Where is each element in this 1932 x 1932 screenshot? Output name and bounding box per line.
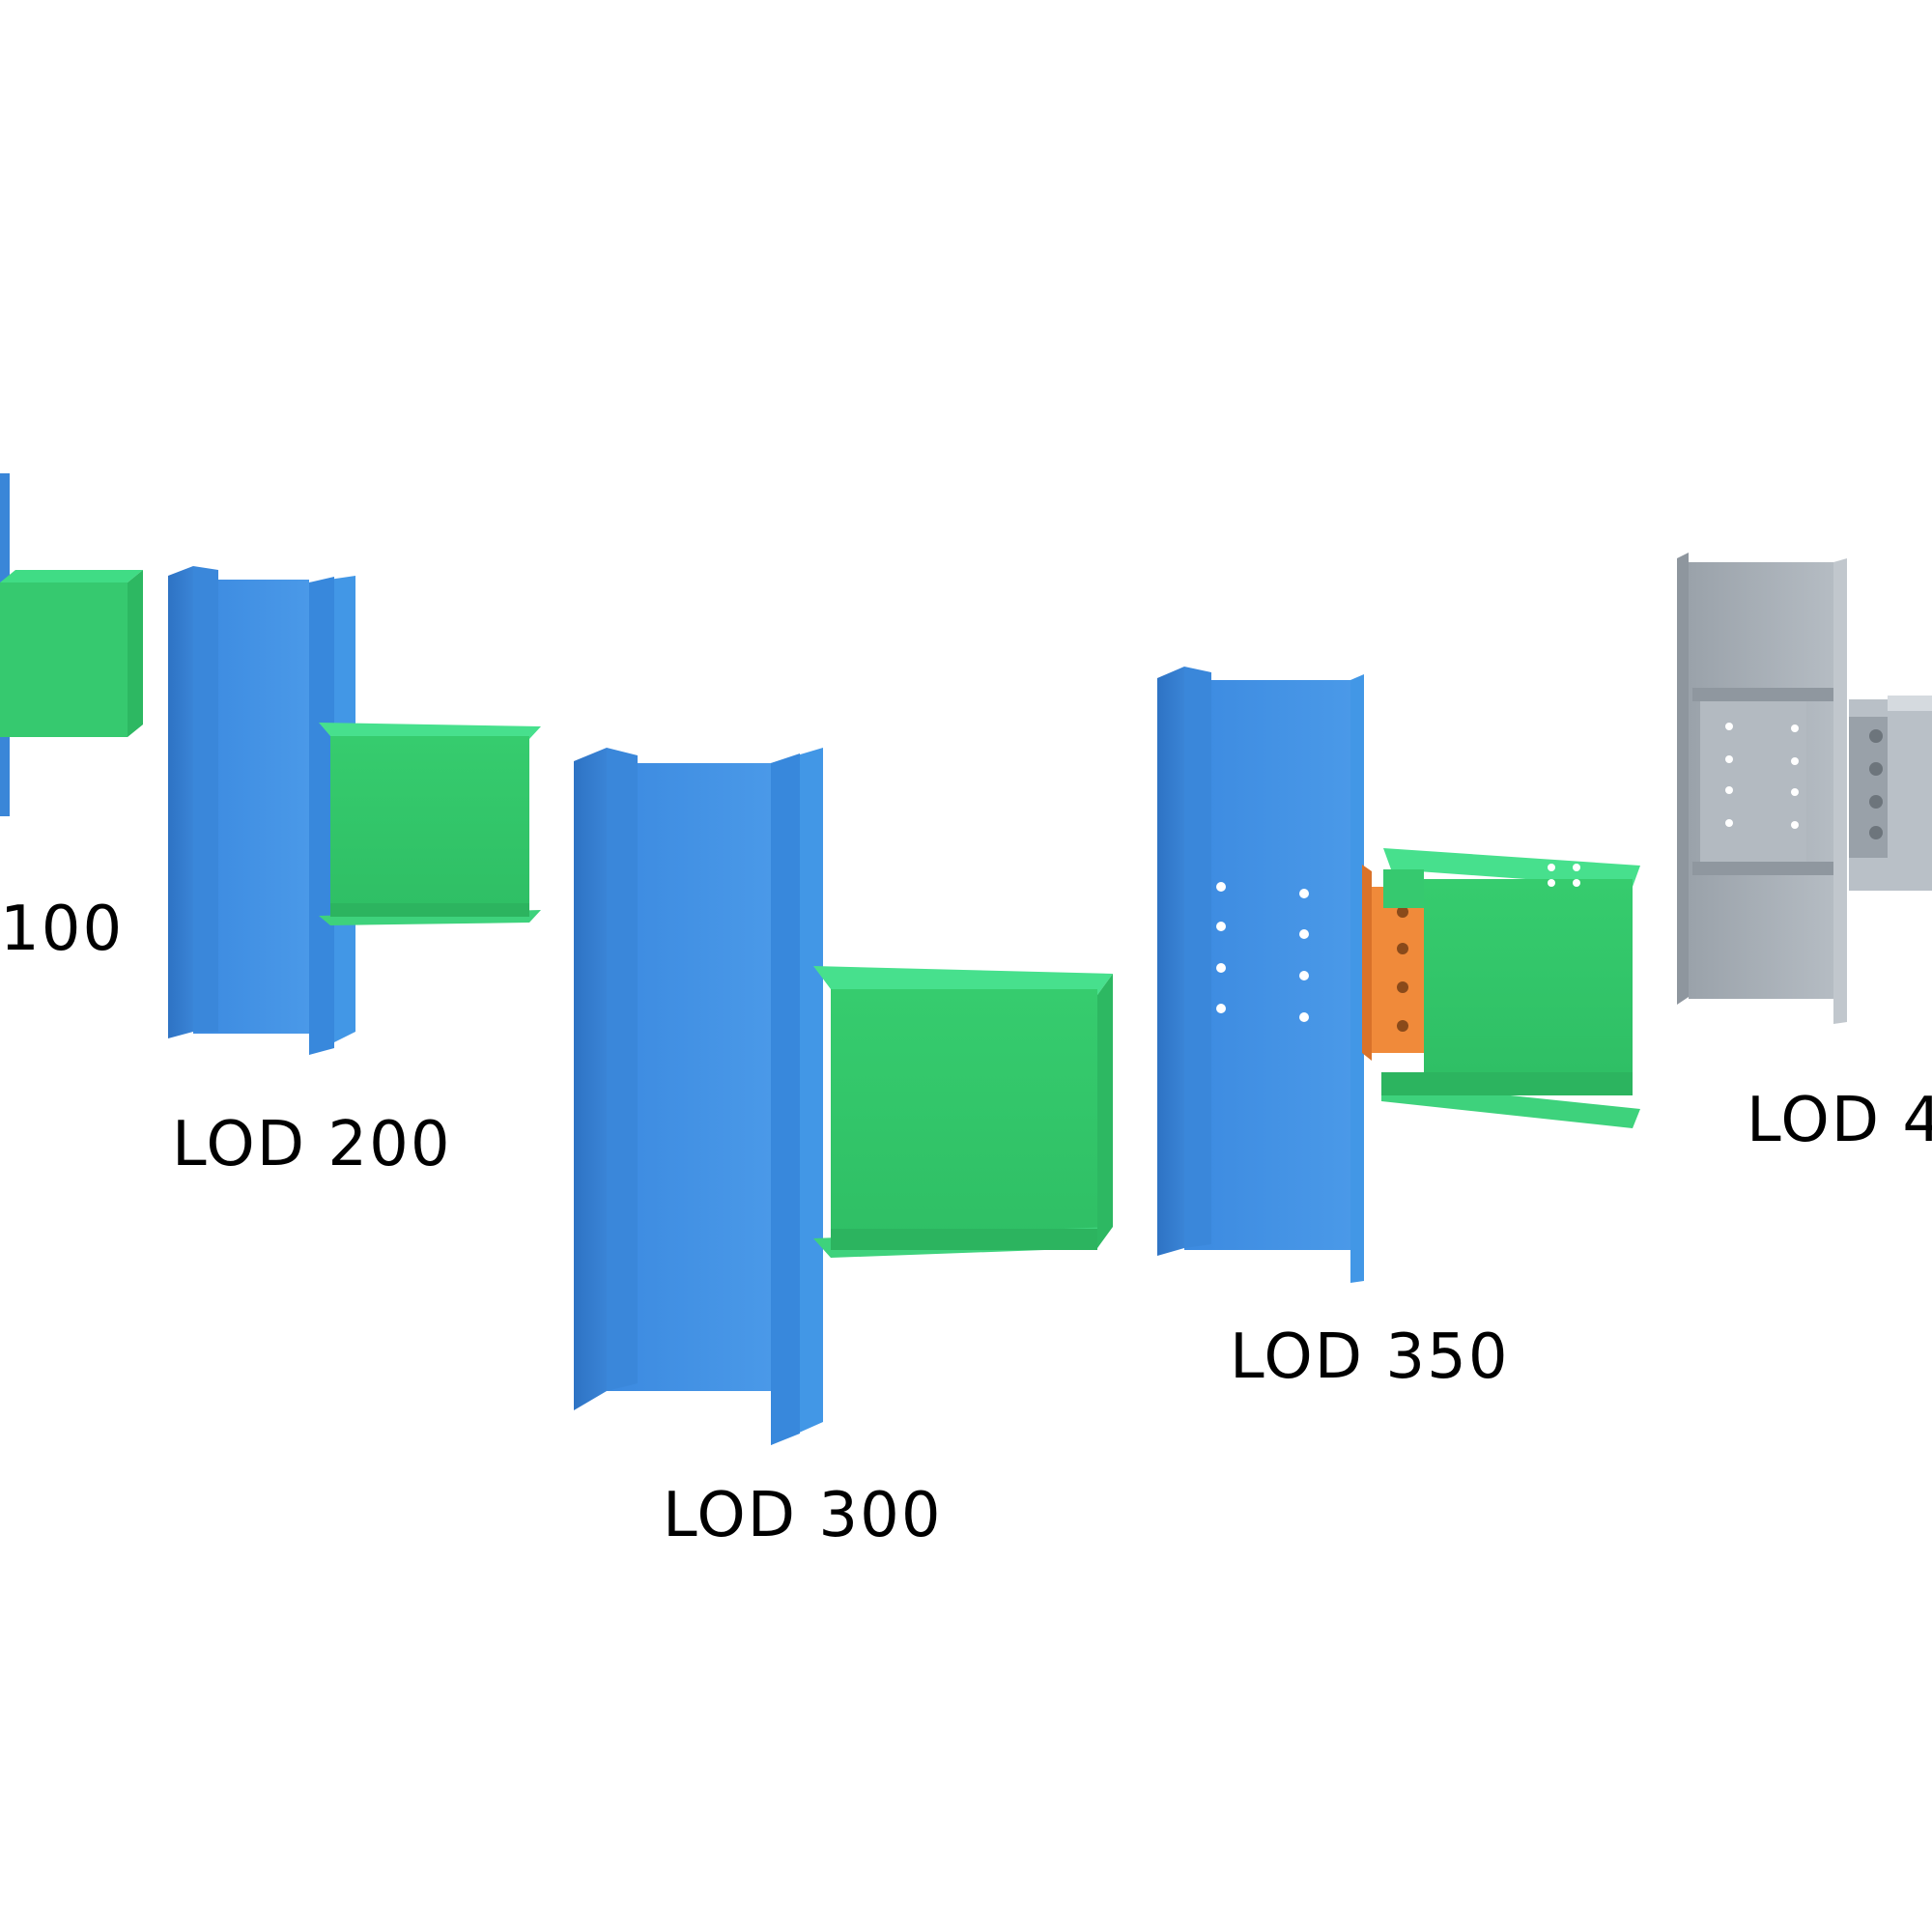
bolt-icon xyxy=(1397,1020,1408,1032)
bolt-hole-icon xyxy=(1725,786,1733,794)
bolt-hole-icon xyxy=(1216,1004,1226,1013)
bolt-hole-icon xyxy=(1299,929,1309,939)
lod200-beam xyxy=(319,723,541,925)
lod350-column-bolt-holes xyxy=(1216,882,1309,1022)
bolt-hole-icon xyxy=(1299,1012,1309,1022)
lod200-model xyxy=(168,566,541,1055)
bolt-hole-icon xyxy=(1548,864,1555,871)
bolt-icon xyxy=(1397,943,1408,954)
lod100-label: 100 xyxy=(0,894,125,965)
lod200-label: LOD 200 xyxy=(172,1109,452,1180)
bolt-hole-icon xyxy=(1791,724,1799,732)
lod350-model xyxy=(1157,667,1640,1283)
lod350-beam xyxy=(1381,848,1640,1128)
lod300-label: LOD 300 xyxy=(663,1480,943,1551)
lod300-model xyxy=(574,748,1113,1445)
lod200-column xyxy=(168,566,355,1055)
lod400-column xyxy=(1677,553,1847,1024)
bolt-hole-icon xyxy=(1548,879,1555,887)
lod400-model xyxy=(1677,553,1932,1024)
bolt-hole-icon xyxy=(1791,757,1799,765)
lod100-beam-box xyxy=(0,570,143,737)
lod350-column xyxy=(1157,667,1364,1283)
bolt-hole-icon xyxy=(1299,889,1309,898)
bolt-hole-icon xyxy=(1299,971,1309,980)
lod400-column-bolt-holes xyxy=(1725,723,1799,829)
bolt-hole-icon xyxy=(1216,922,1226,931)
bolt-icon xyxy=(1869,826,1883,839)
bolt-icon xyxy=(1869,762,1883,776)
lod300-beam xyxy=(813,966,1113,1258)
bolt-hole-icon xyxy=(1725,723,1733,730)
bolt-hole-icon xyxy=(1791,788,1799,796)
bolt-hole-icon xyxy=(1573,864,1580,871)
bolt-icon xyxy=(1397,906,1408,918)
bolt-icon xyxy=(1869,729,1883,743)
bolt-icon xyxy=(1397,981,1408,993)
lod400-beam-and-plate xyxy=(1849,696,1932,891)
lod350-shear-plate xyxy=(1362,865,1424,1061)
bolt-hole-icon xyxy=(1725,755,1733,763)
bolt-icon xyxy=(1869,795,1883,809)
bolt-hole-icon xyxy=(1791,821,1799,829)
lod400-label: LOD 4 xyxy=(1747,1085,1932,1156)
bolt-hole-icon xyxy=(1216,963,1226,973)
lod300-column xyxy=(574,748,823,1445)
lod100-model xyxy=(0,473,143,816)
bolt-hole-icon xyxy=(1725,819,1733,827)
lod350-label: LOD 350 xyxy=(1230,1321,1510,1393)
bolt-hole-icon xyxy=(1216,882,1226,892)
bolt-hole-icon xyxy=(1573,879,1580,887)
